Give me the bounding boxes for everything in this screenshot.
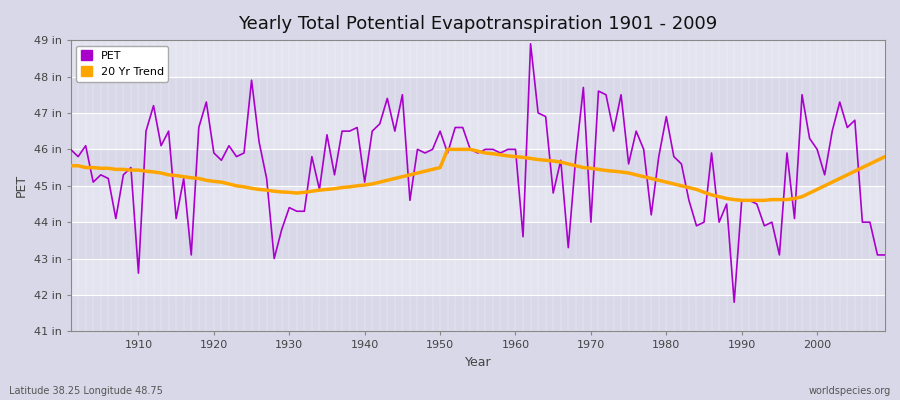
20 Yr Trend xyxy=(879,154,890,159)
20 Yr Trend xyxy=(442,147,453,152)
Legend: PET, 20 Yr Trend: PET, 20 Yr Trend xyxy=(76,46,168,82)
Title: Yearly Total Potential Evapotranspiration 1901 - 2009: Yearly Total Potential Evapotranspiratio… xyxy=(238,15,717,33)
20 Yr Trend xyxy=(518,155,528,160)
PET xyxy=(510,147,521,152)
20 Yr Trend xyxy=(510,154,521,159)
PET xyxy=(65,147,76,152)
20 Yr Trend xyxy=(736,198,747,203)
Line: 20 Yr Trend: 20 Yr Trend xyxy=(70,149,885,200)
20 Yr Trend xyxy=(337,185,347,190)
Bar xyxy=(70,113,885,149)
20 Yr Trend xyxy=(125,168,136,172)
Bar xyxy=(70,258,885,295)
PET xyxy=(292,209,302,214)
PET xyxy=(879,252,890,257)
Text: worldspecies.org: worldspecies.org xyxy=(809,386,891,396)
20 Yr Trend xyxy=(608,169,619,174)
Bar xyxy=(70,149,885,186)
Bar xyxy=(70,76,885,113)
Bar xyxy=(70,295,885,332)
Y-axis label: PET: PET xyxy=(15,174,28,197)
20 Yr Trend xyxy=(292,191,302,196)
PET xyxy=(337,129,347,134)
Bar xyxy=(70,222,885,258)
20 Yr Trend xyxy=(65,163,76,168)
Line: PET: PET xyxy=(70,44,885,302)
Text: Latitude 38.25 Longitude 48.75: Latitude 38.25 Longitude 48.75 xyxy=(9,386,163,396)
Bar xyxy=(70,186,885,222)
PET xyxy=(608,129,619,134)
X-axis label: Year: Year xyxy=(464,356,491,369)
PET xyxy=(526,41,536,46)
PET xyxy=(125,165,136,170)
PET xyxy=(502,147,513,152)
PET xyxy=(729,300,740,305)
Bar xyxy=(70,40,885,76)
